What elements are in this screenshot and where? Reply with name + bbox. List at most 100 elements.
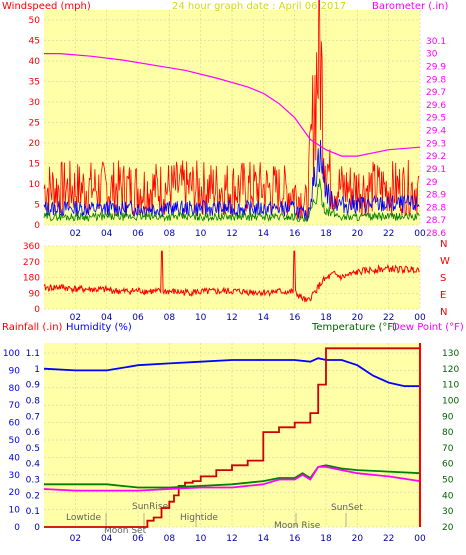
y-tick-label: 15 xyxy=(29,160,40,170)
temp-tick-label: 100 xyxy=(442,396,459,406)
y-right-tick-label: 29 xyxy=(426,178,438,188)
rain-tick-label: 0.8 xyxy=(26,396,41,406)
temp-tick-label: 20 xyxy=(442,523,454,533)
barometer-series-line xyxy=(44,52,421,157)
min-wind-series-line xyxy=(43,178,420,223)
y-tick-label: 45 xyxy=(29,37,40,47)
temp-tick-label: 90 xyxy=(442,412,454,422)
x-tick-label: 04 xyxy=(101,534,113,544)
y-tick-label: 10 xyxy=(29,180,41,190)
y-right-tick-label: 28.6 xyxy=(426,229,446,239)
temp-tick-label: 70 xyxy=(442,444,454,454)
y-right-tick-label: 29.6 xyxy=(426,101,446,111)
y-right-tick-label: 30 xyxy=(426,50,438,60)
direction-series-line xyxy=(43,250,420,303)
y-right-tick-label: 29.9 xyxy=(426,62,446,72)
event-annotation: Lowtide xyxy=(66,513,101,523)
x-tick-label: 22 xyxy=(383,313,394,323)
x-tick-label: 20 xyxy=(352,534,364,544)
rain-tick-label: 1 xyxy=(34,365,40,375)
rain-tick-label: 0.4 xyxy=(26,460,41,470)
y-tick-label: 50 xyxy=(29,16,41,26)
windspeed-axis-label: Windspeed (mph) xyxy=(2,1,91,12)
event-annotation: Moon Rise xyxy=(274,521,321,531)
humidity-tick-label: 50 xyxy=(9,436,21,446)
x-tick-label: 08 xyxy=(164,313,176,323)
rain-tick-label: 0 xyxy=(34,523,40,533)
y-right-tick-label: 30.1 xyxy=(426,37,446,47)
x-tick-label: 12 xyxy=(226,313,237,323)
x-tick-label: 18 xyxy=(320,534,332,544)
temp-tick-label: 30 xyxy=(442,507,454,517)
temp-tick-label: 130 xyxy=(442,349,459,359)
x-tick-label: 04 xyxy=(101,229,113,239)
event-annotation: SunSet xyxy=(331,503,363,513)
x-tick-label: 06 xyxy=(132,534,144,544)
y-right-tick-label: 29.8 xyxy=(426,75,446,85)
humidity-tick-label: 90 xyxy=(9,366,21,376)
event-annotation: SunRise xyxy=(132,502,169,512)
temp-tick-label: 80 xyxy=(442,428,454,438)
x-tick-label: 18 xyxy=(320,313,332,323)
temperature-axis-label: Temperature (°F) xyxy=(311,322,397,333)
rainfall-series-line xyxy=(44,347,420,528)
humidity-tick-label: 30 xyxy=(9,471,21,481)
y-right-tick-label: 29.3 xyxy=(426,139,446,149)
x-tick-label: 22 xyxy=(383,229,394,239)
x-tick-label: 22 xyxy=(383,534,394,544)
rain-tick-label: 0.9 xyxy=(26,381,41,391)
y-right-tick-label: 28.8 xyxy=(426,203,446,213)
event-annotation: Hightide xyxy=(180,513,218,523)
dewpoint-series-line xyxy=(43,465,421,492)
y-tick-label: 270 xyxy=(23,258,40,268)
y-tick-label: 90 xyxy=(29,289,41,299)
rain-tick-label: 0.6 xyxy=(26,428,41,438)
x-tick-label: 18 xyxy=(320,229,332,239)
rain-tick-label: 1.1 xyxy=(26,349,40,359)
event-annotation: Moon Set xyxy=(104,526,147,536)
x-tick-label: 10 xyxy=(195,313,207,323)
humidity-axis-label: Humidity (%) xyxy=(66,322,132,333)
humidity-tick-label: 40 xyxy=(9,453,21,463)
y-right-tick-label: 29.7 xyxy=(426,88,446,98)
humidity-tick-label: 60 xyxy=(9,419,21,429)
humidity-series-line xyxy=(43,357,420,388)
x-tick-label: 10 xyxy=(195,534,207,544)
rain-tick-label: 0.3 xyxy=(26,476,40,486)
direction-label: E xyxy=(440,290,446,301)
dewpoint-axis-label: Dew Point (°F) xyxy=(392,322,464,333)
rain-tick-label: 0.1 xyxy=(26,507,40,517)
humidity-tick-label: 20 xyxy=(9,488,21,498)
x-tick-label: 20 xyxy=(352,229,364,239)
x-tick-label: 16 xyxy=(289,313,301,323)
temp-tick-label: 50 xyxy=(442,476,454,486)
chart-title: 24 hour graph date : April 06 2017 xyxy=(172,1,346,12)
temp-tick-label: 120 xyxy=(442,365,459,375)
y-tick-label: 30 xyxy=(29,98,41,108)
rainfall-axis-label: Rainfall (.in) xyxy=(2,322,63,333)
y-tick-label: 0 xyxy=(34,305,40,315)
y-tick-label: 180 xyxy=(23,274,40,284)
temp-tick-label: 60 xyxy=(442,460,454,470)
avg-wind-series-line xyxy=(43,139,420,222)
x-tick-label: 10 xyxy=(195,229,207,239)
direction-label: N xyxy=(440,307,447,318)
x-tick-label: 16 xyxy=(289,534,301,544)
direction-label: W xyxy=(440,256,450,267)
y-right-tick-label: 29.4 xyxy=(426,127,446,137)
barometer-axis-label: Barometer (.in) xyxy=(372,1,448,12)
x-tick-label: 00 xyxy=(414,229,426,239)
temp-tick-label: 40 xyxy=(442,491,454,501)
x-tick-label: 14 xyxy=(258,229,270,239)
y-tick-label: 0 xyxy=(34,221,40,231)
x-tick-label: 02 xyxy=(70,229,81,239)
x-tick-label: 06 xyxy=(132,229,144,239)
y-tick-label: 40 xyxy=(29,57,41,67)
x-tick-label: 16 xyxy=(289,229,301,239)
x-tick-label: 08 xyxy=(164,229,176,239)
x-tick-label: 02 xyxy=(70,534,81,544)
humidity-tick-label: 0 xyxy=(14,523,20,533)
x-tick-label: 06 xyxy=(132,313,144,323)
temperature-series-line xyxy=(44,464,421,489)
x-tick-label: 12 xyxy=(226,229,237,239)
